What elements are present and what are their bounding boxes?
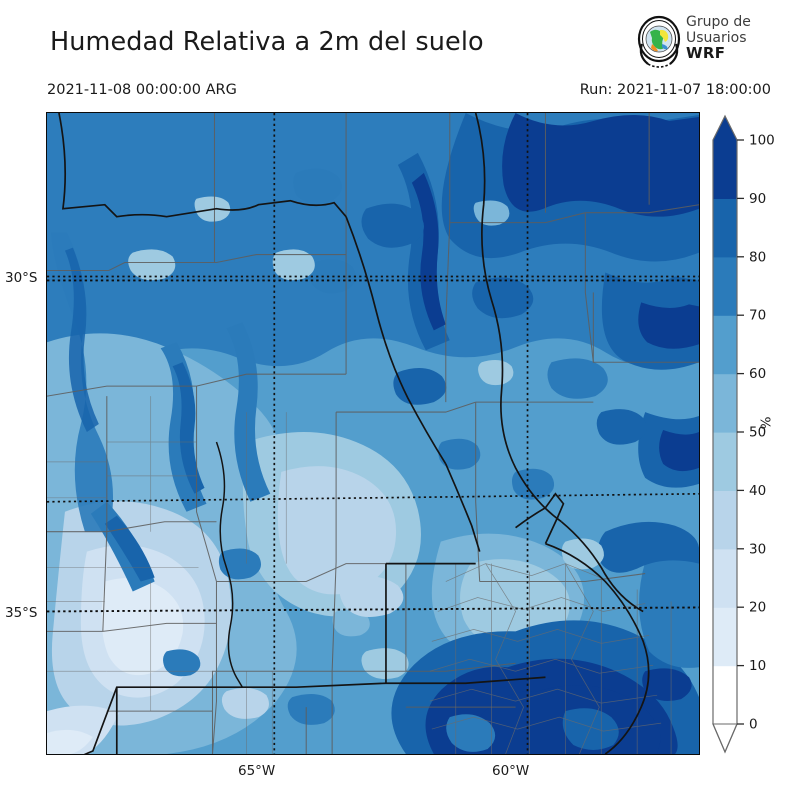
- svg-text:90: 90: [749, 191, 766, 207]
- humidity-colorbar[interactable]: 0 10 20 30 40 50 60 70 80 90 100: [705, 112, 800, 772]
- humidity-contour-field: [47, 113, 699, 754]
- svg-text:30: 30: [749, 541, 766, 557]
- logo-line-1: Grupo de: [686, 14, 751, 30]
- run-time-label: Run: 2021-11-07 18:00:00: [579, 82, 771, 98]
- logo-line-2: Usuarios: [686, 29, 747, 46]
- humidity-map-panel[interactable]: [46, 112, 700, 755]
- globe-emblem-icon: [637, 15, 681, 68]
- axis-label-lat-30s: 30°S: [5, 270, 38, 286]
- colorbar-unit-label: %: [758, 416, 775, 430]
- svg-text:0: 0: [749, 717, 758, 733]
- svg-text:20: 20: [749, 600, 766, 616]
- svg-text:70: 70: [749, 308, 766, 324]
- colorbar-scale: 0 10 20 30 40 50 60 70 80 90 100: [712, 114, 775, 754]
- logo-line-3: WRF: [686, 44, 726, 62]
- valid-time-label: 2021-11-08 00:00:00 ARG: [47, 82, 237, 98]
- axis-label-lat-35s: 35°S: [5, 605, 38, 621]
- svg-text:60: 60: [749, 366, 766, 382]
- wrf-user-group-logo: Grupo de Usuarios WRF: [636, 14, 796, 72]
- svg-text:10: 10: [749, 658, 766, 674]
- page-title: Humedad Relativa a 2m del suelo: [50, 27, 484, 57]
- svg-text:80: 80: [749, 249, 766, 265]
- svg-text:40: 40: [749, 483, 766, 499]
- svg-text:50: 50: [749, 425, 766, 441]
- svg-text:100: 100: [749, 133, 775, 149]
- axis-label-lon-65w: 65°W: [238, 763, 276, 779]
- axis-label-lon-60w: 60°W: [492, 763, 530, 779]
